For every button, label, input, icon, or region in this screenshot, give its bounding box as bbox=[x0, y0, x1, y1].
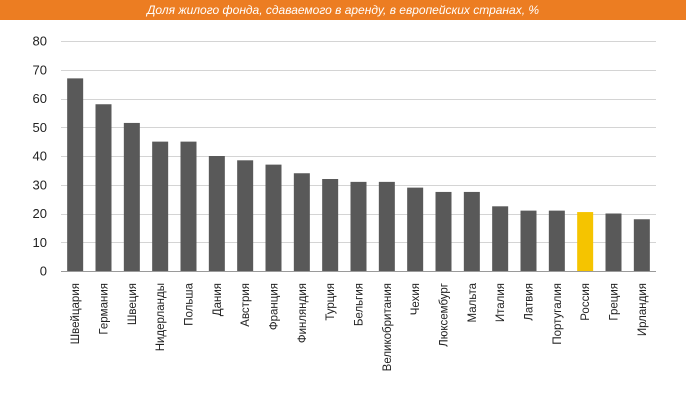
bar bbox=[633, 219, 650, 271]
bar bbox=[180, 141, 197, 271]
x-category-label: Россия bbox=[580, 283, 592, 321]
y-tick-label: 50 bbox=[33, 120, 47, 135]
bar bbox=[237, 160, 254, 271]
x-category-label: Бельгия bbox=[354, 283, 366, 326]
bar bbox=[152, 141, 169, 271]
x-category-label: Чехия bbox=[410, 283, 422, 315]
x-category-label: Швейцария bbox=[70, 283, 82, 344]
y-tick-label: 60 bbox=[33, 91, 47, 106]
y-tick-label: 10 bbox=[33, 235, 47, 250]
x-category-label: Нидерланды bbox=[155, 283, 167, 351]
bar bbox=[350, 181, 367, 271]
x-category-label: Дания bbox=[212, 283, 224, 316]
bars bbox=[67, 78, 650, 271]
y-tick-label: 0 bbox=[40, 264, 47, 279]
bar bbox=[407, 187, 424, 271]
x-category-label: Ирландия bbox=[637, 283, 649, 336]
x-category-label: Португалия bbox=[552, 283, 564, 345]
chart-title: Доля жилого фонда, сдаваемого в аренду, … bbox=[0, 0, 686, 20]
bar bbox=[67, 78, 84, 271]
y-tick-label: 30 bbox=[33, 177, 47, 192]
bar bbox=[520, 210, 537, 271]
x-category-label: Италия bbox=[495, 283, 507, 322]
y-tick-label: 20 bbox=[33, 206, 47, 221]
y-tick-label: 40 bbox=[33, 149, 47, 164]
x-category-label: Финляндия bbox=[297, 283, 309, 343]
x-category-label: Австрия bbox=[240, 283, 252, 327]
bar bbox=[123, 122, 140, 271]
y-tick-label: 70 bbox=[33, 62, 47, 77]
x-category-label: Польша bbox=[184, 282, 196, 325]
x-axis-labels: Швейцария Германия Швеция Нидерланды Польша Д… bbox=[70, 282, 649, 371]
x-category-label: Швеция bbox=[127, 283, 139, 325]
y-axis-ticks: 0 10 20 30 40 50 60 70 80 bbox=[33, 34, 47, 279]
bar bbox=[435, 191, 452, 271]
x-category-label: Германия bbox=[99, 283, 111, 335]
bar bbox=[577, 212, 594, 271]
bar bbox=[265, 164, 282, 271]
bar bbox=[208, 156, 225, 271]
x-category-label: Латвия bbox=[524, 283, 536, 321]
y-tick-label: 80 bbox=[33, 34, 47, 49]
x-category-label: Мальта bbox=[467, 282, 479, 322]
bar bbox=[492, 206, 509, 271]
bar bbox=[463, 191, 480, 271]
bar-chart: 0 10 20 30 40 50 60 70 80 Швейцария Германия Швеци… bbox=[33, 34, 656, 371]
bar bbox=[322, 179, 339, 271]
bar bbox=[548, 210, 565, 271]
bar bbox=[605, 213, 622, 271]
x-category-label: Великобритания bbox=[382, 283, 394, 371]
x-category-label: Греция bbox=[609, 283, 621, 321]
x-category-label: Турция bbox=[325, 283, 337, 321]
bar bbox=[95, 104, 112, 271]
x-category-label: Франция bbox=[269, 283, 281, 330]
x-category-label: Люксембург bbox=[439, 283, 451, 347]
bar bbox=[378, 181, 395, 271]
bar bbox=[293, 173, 310, 271]
